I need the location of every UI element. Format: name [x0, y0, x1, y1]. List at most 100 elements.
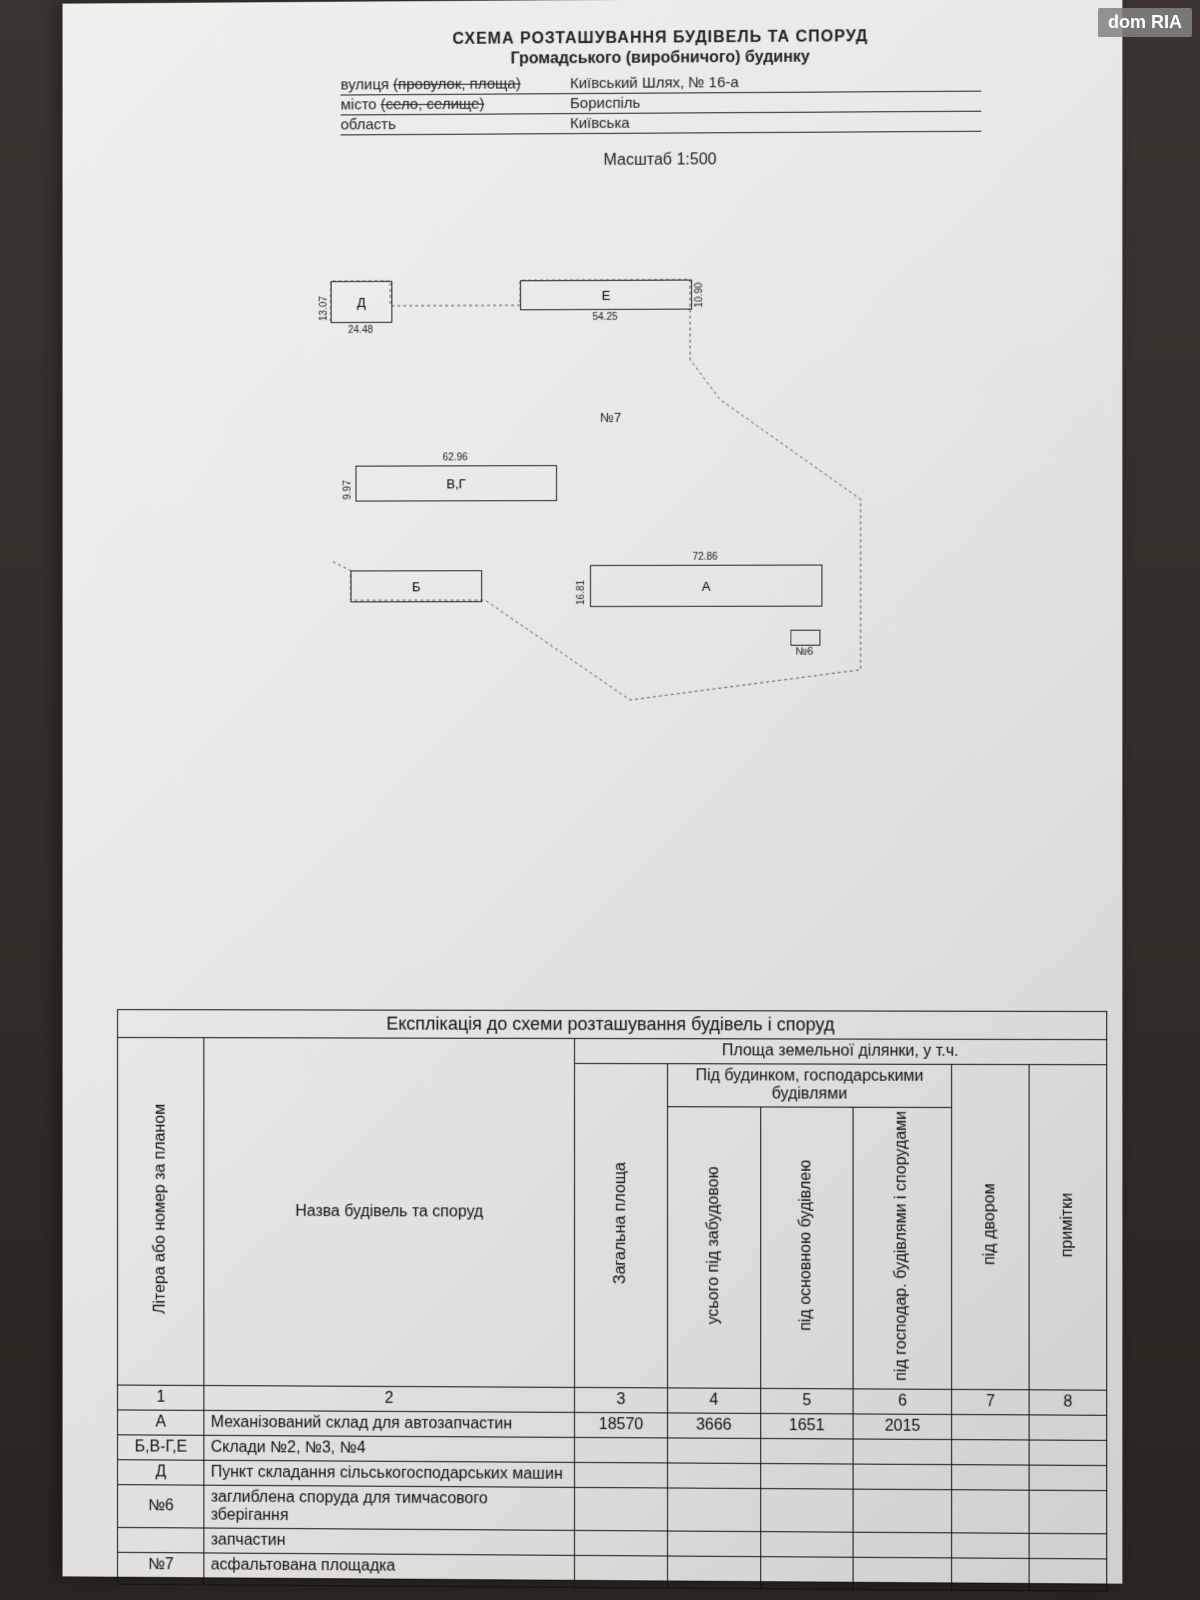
- document-page: СХЕМА РОЗТАШУВАННЯ БУДІВЕЛЬ ТА СПОРУД Гр…: [63, 0, 1123, 1584]
- table-cell: [853, 1464, 951, 1490]
- table-cell: 3666: [667, 1413, 760, 1439]
- table-cell: заглиблена споруда для тимчасового збері…: [204, 1485, 574, 1530]
- dim-e-right: 10.90: [694, 279, 705, 307]
- site-diagram: Д 24.48 13.07 Е 54.25 10.90 №7 В,Г 62.96…: [301, 269, 901, 721]
- table-cell: [575, 1556, 668, 1582]
- table-cell: 18570: [575, 1413, 668, 1439]
- table-cell: асфальтована площадка: [204, 1553, 574, 1580]
- table-cell: [575, 1531, 668, 1557]
- row-label-strike: (провулок, площа): [393, 75, 521, 93]
- table-cell: [1029, 1415, 1107, 1441]
- table-cell: [853, 1557, 951, 1583]
- dim-vg-above: 62.96: [356, 452, 555, 464]
- num-7: 7: [952, 1390, 1029, 1415]
- table-cell: [952, 1440, 1029, 1466]
- building-vg: В,Г: [356, 465, 557, 501]
- table-cell: [118, 1577, 205, 1585]
- col-sub: Під будинком, господарськими будівлями: [667, 1064, 951, 1108]
- table-cell: Пункт складання сільськогосподарських ма…: [204, 1460, 574, 1487]
- num-1: 1: [118, 1385, 205, 1410]
- building-d: Д: [331, 281, 393, 323]
- table-cell: [952, 1583, 1029, 1591]
- table-cell: 1651: [760, 1414, 853, 1440]
- table-cell: [853, 1489, 951, 1533]
- explication-table-wrap: Експлікація до схеми розташування будіве…: [117, 1009, 1107, 1592]
- table-cell: Б,В-Г,Е: [118, 1435, 205, 1460]
- table-row: №6заглиблена споруда для тимчасового збе…: [118, 1485, 1107, 1534]
- col-letter: Літера або номер за планом: [152, 1104, 170, 1314]
- dim-vg-left: 9.97: [343, 466, 354, 500]
- num-2: 2: [204, 1386, 574, 1413]
- scale-label: Масштаб 1:500: [341, 150, 982, 172]
- table-cell: [575, 1488, 668, 1532]
- table-cell: [118, 1528, 205, 1553]
- row-label: область: [341, 116, 396, 133]
- table-cell: [667, 1463, 760, 1489]
- table-cell: [760, 1489, 853, 1533]
- table-cell: 2015: [853, 1414, 951, 1440]
- col4: усього під забудовою: [705, 1166, 723, 1324]
- table-cell: [1029, 1584, 1107, 1592]
- dim-e-below: 54.25: [520, 312, 690, 324]
- table-cell: [667, 1581, 760, 1589]
- table-cell: [575, 1581, 668, 1589]
- table-cell: [1029, 1534, 1107, 1560]
- table-cell: [575, 1463, 668, 1489]
- address-row-region: область Київська: [341, 112, 982, 136]
- table-cell: [760, 1464, 853, 1490]
- table-cell: [1029, 1465, 1107, 1491]
- table-cell: №7: [118, 1553, 205, 1578]
- row-label: вулиця: [341, 76, 394, 93]
- col7: під двором: [981, 1184, 1000, 1266]
- table-cell: [667, 1531, 760, 1557]
- table-cell: запчастин: [204, 1528, 574, 1555]
- table-cell: [1029, 1440, 1107, 1466]
- table-cell: [760, 1439, 853, 1465]
- col-group: Площа земельної ділянки, у т.ч.: [575, 1038, 1107, 1064]
- table-cell: [853, 1583, 951, 1591]
- col5: під основною будівлею: [798, 1160, 816, 1331]
- building-e: Е: [520, 280, 692, 311]
- table-cell: [1029, 1559, 1107, 1585]
- table-cell: №6: [118, 1485, 205, 1528]
- table-cell: [667, 1438, 760, 1464]
- doc-title: СХЕМА РОЗТАШУВАННЯ БУДІВЕЛЬ ТА СПОРУД: [341, 27, 982, 49]
- dim-a-above: 72.86: [590, 552, 820, 563]
- table-cell: [760, 1532, 853, 1558]
- table-cell: Склади №2, №3, №4: [204, 1436, 574, 1463]
- row-value: Київський Шлях, № 16-а: [570, 73, 981, 93]
- site-label: №7: [600, 410, 621, 425]
- num-4: 4: [667, 1388, 760, 1414]
- table-cell: [1029, 1490, 1107, 1534]
- row-label: місто: [341, 96, 381, 113]
- num-8: 8: [1029, 1390, 1107, 1416]
- table-cell: [952, 1533, 1029, 1559]
- building-n6: [790, 630, 820, 646]
- table-cell: [667, 1556, 760, 1582]
- header-block: СХЕМА РОЗТАШУВАННЯ БУДІВЕЛЬ ТА СПОРУД Гр…: [341, 27, 982, 171]
- table-title-row: Експлікація до схеми розташування будіве…: [118, 1010, 1107, 1040]
- table-cell: [760, 1582, 853, 1590]
- table-cell: [575, 1438, 668, 1464]
- col3: Загальна площа: [612, 1162, 630, 1284]
- table-cell: [667, 1488, 760, 1532]
- num-6: 6: [853, 1389, 951, 1415]
- table-cell: [952, 1558, 1029, 1584]
- col-name: Назва будівель та споруд: [295, 1203, 483, 1221]
- row-value: Бориспіль: [570, 93, 981, 112]
- table-cell: [760, 1557, 853, 1583]
- table-cell: А: [118, 1410, 205, 1435]
- table-cell: [952, 1415, 1029, 1441]
- row-value: Київська: [570, 113, 981, 132]
- table-cell: [853, 1439, 951, 1465]
- table-cell: Д: [118, 1460, 205, 1485]
- label-n6: №6: [780, 646, 828, 658]
- row-label-strike: (село, селище): [381, 96, 485, 114]
- col6: під господар. будівлями і спорудами: [893, 1111, 911, 1381]
- doc-subtitle: Громадського (виробничого) будинку: [341, 47, 982, 69]
- table-cell: [952, 1490, 1029, 1534]
- table-header-row1: Літера або номер за планом Назва будівел…: [118, 1037, 1107, 1064]
- table-cell: [853, 1532, 951, 1558]
- building-b: Б: [351, 570, 483, 602]
- explication-table: Експлікація до схеми розташування будіве…: [117, 1009, 1107, 1592]
